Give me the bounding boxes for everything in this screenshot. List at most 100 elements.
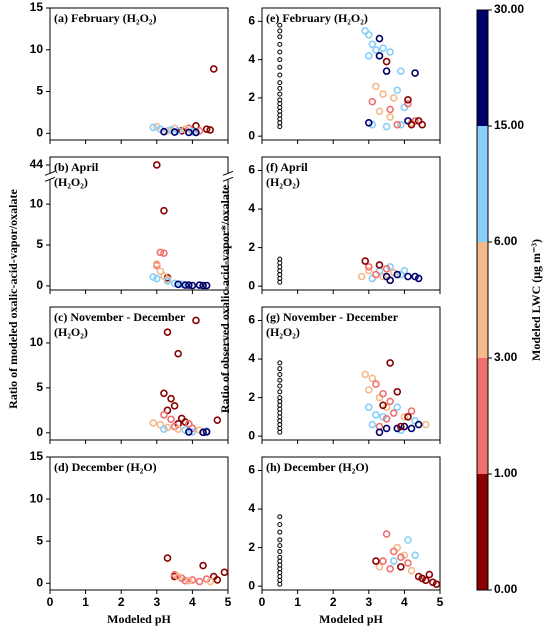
data-point [160, 389, 168, 398]
panel-title: (H₂O₂) [54, 175, 88, 189]
colorbar-segment [477, 242, 488, 358]
data-point [209, 65, 218, 73]
data-point [379, 44, 387, 52]
x-tick-label: 1 [294, 595, 301, 609]
panel-title: (g) November - December [266, 310, 399, 324]
y-axis-label: Ratio of observed oxalic-acid-vapor*/oxa… [218, 184, 232, 413]
data-point [277, 28, 283, 34]
y-tick-label: 5 [36, 380, 43, 394]
data-point [195, 577, 204, 586]
data-point [393, 270, 402, 279]
data-point [382, 414, 391, 423]
data-point [425, 570, 434, 579]
axis-break-gap [222, 173, 234, 180]
data-point [277, 371, 283, 377]
y-tick-label: 15 [30, 449, 44, 463]
data-point [364, 266, 373, 275]
plot-frame [49, 7, 229, 141]
colorbar-segment [477, 126, 488, 242]
data-point [397, 67, 405, 75]
data-point [163, 554, 172, 562]
data-point [220, 568, 229, 577]
data-point [277, 548, 283, 554]
data-point [400, 422, 409, 431]
data-point [379, 389, 387, 398]
panel-title: (H₂O₂) [54, 325, 88, 339]
colorbar-tick-label: 6.00 [494, 234, 518, 248]
data-point [185, 281, 193, 289]
data-point [397, 553, 405, 562]
data-point [421, 420, 430, 429]
data-point [372, 411, 380, 419]
data-point [404, 99, 412, 108]
data-point [156, 267, 165, 275]
x-tick-label: 1 [82, 595, 89, 609]
data-point [372, 82, 380, 91]
data-point [404, 559, 412, 567]
data-point [404, 96, 412, 104]
data-point [277, 80, 283, 86]
data-point [277, 383, 283, 389]
data-point [361, 370, 370, 379]
y-tick-label: 6 [248, 14, 255, 28]
data-point [167, 394, 175, 403]
panel-title: (b) April [54, 160, 99, 174]
data-point [156, 248, 165, 257]
plot-frame [49, 156, 229, 291]
data-point [149, 273, 158, 281]
colorbar-segment [477, 10, 488, 126]
data-point [407, 566, 416, 575]
colorbar-frame [476, 9, 489, 591]
data-point [386, 397, 394, 406]
data-point [153, 260, 161, 268]
data-point [206, 126, 214, 134]
data-point [407, 424, 416, 433]
data-point [364, 386, 373, 394]
data-point [277, 22, 283, 28]
plot-frame [261, 7, 441, 141]
panel-title: (c) November - December [54, 310, 186, 324]
data-point [372, 557, 380, 565]
data-point [364, 263, 373, 271]
y-tick-label: 5 [36, 237, 43, 251]
data-point [277, 64, 283, 70]
y-tick-label: 0 [248, 128, 255, 142]
axis-break-mark [222, 170, 234, 176]
data-point [163, 277, 172, 285]
y-tick-label: 0 [36, 425, 43, 439]
y-tick-label: 44 [30, 157, 44, 171]
data-point [364, 403, 373, 412]
data-point [368, 40, 377, 49]
data-point [407, 120, 416, 129]
data-point [160, 411, 168, 419]
data-point [379, 90, 387, 98]
plot-frame [49, 456, 229, 591]
data-point [389, 409, 398, 417]
data-point [277, 49, 283, 55]
y-tick-label: 2 [248, 390, 255, 404]
y-tick-label: 15 [30, 0, 44, 14]
y-tick-label: 6 [248, 163, 255, 177]
data-point [414, 274, 423, 283]
data-point [199, 428, 207, 437]
data-point [397, 563, 405, 571]
panel-title: (H₂O₂) [266, 325, 300, 339]
data-point [393, 388, 402, 396]
data-point [167, 415, 175, 424]
data-point [277, 34, 283, 40]
data-point [213, 576, 222, 584]
data-point [199, 561, 207, 570]
data-point [160, 249, 168, 258]
data-point [414, 420, 423, 429]
data-point [375, 107, 384, 116]
y-tick-label: 10 [30, 491, 44, 505]
data-point [277, 41, 283, 47]
data-point [411, 551, 419, 560]
x-tick-label: 4 [401, 595, 408, 609]
y-tick-label: 10 [30, 196, 44, 210]
data-point [364, 118, 373, 127]
data-point [149, 419, 158, 427]
x-tick-label: 2 [330, 595, 337, 609]
panel-title: (d) December (H₂O) [54, 460, 157, 474]
data-point [375, 563, 384, 571]
